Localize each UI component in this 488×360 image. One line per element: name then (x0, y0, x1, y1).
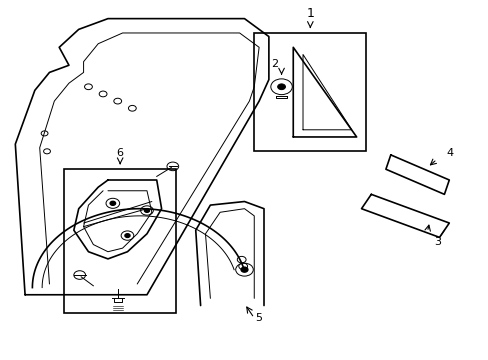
Bar (64, 169, 176, 313)
Circle shape (277, 84, 285, 90)
Bar (254, 33, 366, 151)
Text: 2: 2 (271, 59, 278, 69)
Circle shape (124, 234, 130, 238)
Text: 1: 1 (306, 8, 314, 21)
Circle shape (110, 201, 115, 205)
Text: 6: 6 (117, 148, 123, 158)
Text: 4: 4 (446, 148, 453, 158)
Text: 3: 3 (434, 237, 441, 247)
Circle shape (144, 208, 149, 212)
Circle shape (241, 267, 247, 272)
Text: 5: 5 (255, 314, 262, 323)
